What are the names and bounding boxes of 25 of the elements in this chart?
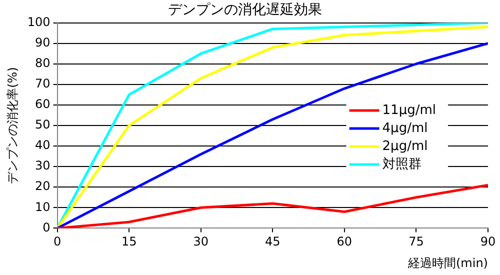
x-tick-label: 30 [193, 234, 209, 249]
y-tick-label: 100 [27, 14, 50, 29]
x-tick-label: 90 [480, 234, 496, 249]
y-tick-label: 60 [35, 97, 50, 112]
legend-label: 対照群 [382, 156, 422, 172]
legend-label: 4μg/ml [382, 120, 428, 136]
y-tick-label: 20 [35, 179, 50, 194]
y-tick-label: 50 [35, 118, 50, 132]
x-axis-title: 経過時間(min) [407, 256, 488, 270]
y-axis-title: デンプンの消化率(%) [5, 67, 20, 184]
y-tick-label: 90 [35, 35, 50, 50]
y-tick-label: 70 [35, 76, 50, 91]
x-tick-label: 15 [121, 234, 137, 249]
y-tick-label: 30 [35, 158, 50, 173]
x-tick-label: 75 [408, 234, 424, 249]
x-tick-label: 0 [53, 234, 62, 249]
legend-label: 2μg/ml [382, 138, 428, 154]
x-tick-label: 45 [265, 234, 280, 249]
y-tick-label: 0 [42, 220, 50, 234]
chart-title: デンプンの消化遅延効果 [168, 2, 322, 18]
y-tick-label: 80 [35, 56, 50, 70]
y-tick-label: 40 [35, 138, 50, 152]
legend-label: 11μg/ml [382, 102, 436, 118]
y-tick-label: 10 [35, 200, 50, 214]
x-tick-label: 60 [336, 234, 352, 249]
